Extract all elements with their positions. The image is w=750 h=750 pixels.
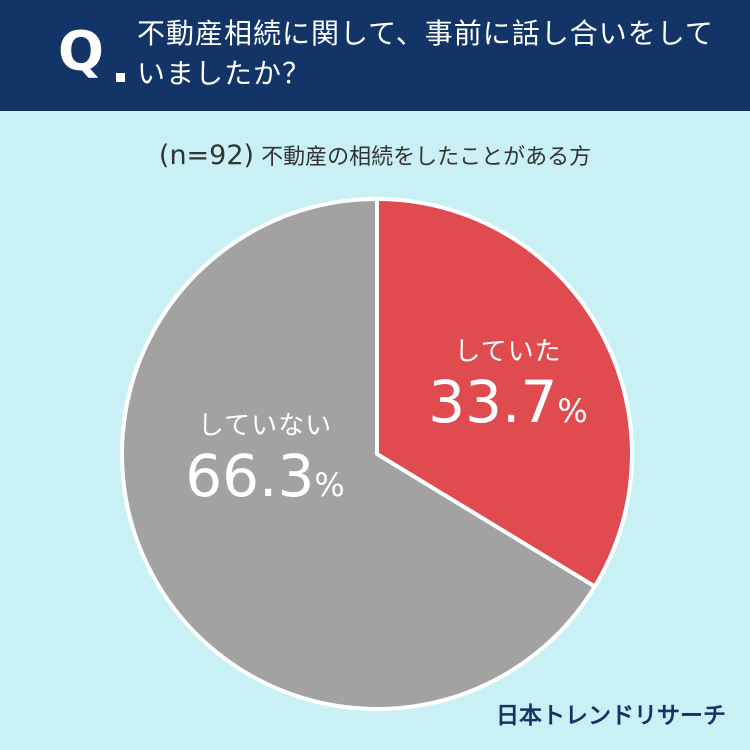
- slice-label-yes-number: 33.7: [428, 368, 558, 436]
- pie-slices: [120, 197, 634, 711]
- respondent-description: 不動産の相続をしたことがある方: [254, 145, 592, 170]
- slice-label-no-value: 66.3%: [135, 442, 395, 519]
- slice-label-no-number: 66.3: [185, 442, 315, 510]
- slice-label-no: していない 66.3%: [135, 410, 395, 519]
- chart-subtitle: (n=92) 不動産の相続をしたことがある方: [0, 140, 750, 174]
- question-q-dot: [116, 73, 125, 82]
- slice-label-yes: していた 33.7%: [378, 336, 638, 445]
- question-text: 不動産相続に関して、事前に話し合いをして いましたか？: [137, 17, 714, 90]
- slice-label-yes-name: していた: [454, 337, 562, 367]
- slice-label-no-name: していない: [197, 411, 333, 441]
- brand-logo: 日本トレンドリサーチ: [496, 703, 726, 729]
- question-q-mark: Q: [58, 20, 104, 83]
- sample-size: (n=92): [158, 140, 255, 171]
- pie-slice-yes: [375, 197, 634, 589]
- pie-slice-no: [120, 197, 597, 711]
- slice-label-yes-value: 33.7%: [378, 368, 638, 445]
- question-header: Q 不動産相続に関して、事前に話し合いをして いましたか？: [0, 0, 750, 111]
- slice-label-no-unit: %: [314, 466, 345, 504]
- slice-label-yes-unit: %: [557, 392, 588, 430]
